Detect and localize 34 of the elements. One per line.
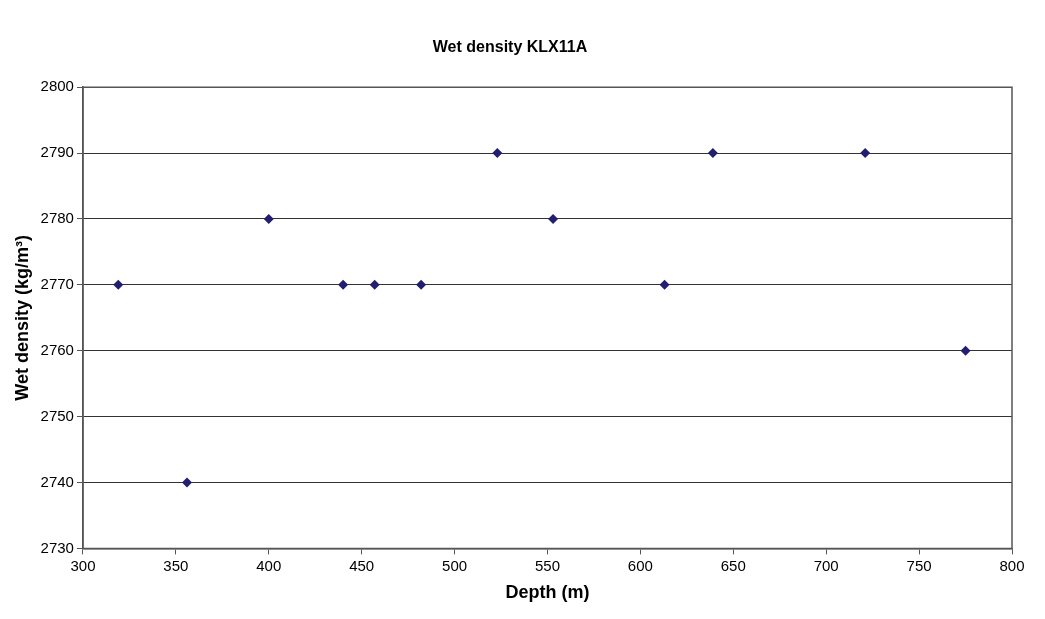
y-tick-label: 2760 [40, 340, 74, 358]
point [960, 345, 971, 356]
x-tick-label: 600 [627, 556, 653, 574]
x-axis-title: Depth (m) [505, 582, 590, 603]
point [659, 279, 670, 290]
x-tick-label: 550 [534, 556, 560, 574]
point [182, 477, 193, 488]
x-tick-label: 350 [163, 556, 189, 574]
x-tick-label: 650 [720, 556, 746, 574]
point [860, 148, 871, 159]
y-tick-label: 2800 [40, 77, 74, 95]
point [548, 213, 559, 224]
x-tick-label: 400 [256, 556, 282, 574]
y-tick-label: 2750 [40, 406, 74, 424]
chart-title: Wet density KLX11A [432, 38, 588, 56]
point [113, 279, 124, 290]
y-tick-label: 2790 [40, 143, 74, 161]
point [707, 148, 718, 159]
y-tick-label: 2770 [40, 275, 74, 292]
point [263, 213, 274, 224]
point [369, 279, 380, 290]
x-tick-label: 300 [70, 556, 96, 574]
x-tick-label: 750 [906, 556, 932, 574]
y-tick-label: 2740 [40, 472, 74, 490]
y-axis-title: Wet density (kg/m³) [11, 234, 32, 401]
x-tick-label: 800 [999, 556, 1025, 574]
x-tick-label: 450 [349, 556, 375, 574]
y-tick-label: 2780 [40, 209, 74, 227]
x-tick-label: 700 [813, 556, 839, 574]
point [416, 279, 427, 290]
x-tick-label: 500 [442, 556, 468, 574]
point [338, 279, 349, 290]
point [492, 148, 503, 159]
y-tick-label: 2730 [40, 538, 74, 556]
